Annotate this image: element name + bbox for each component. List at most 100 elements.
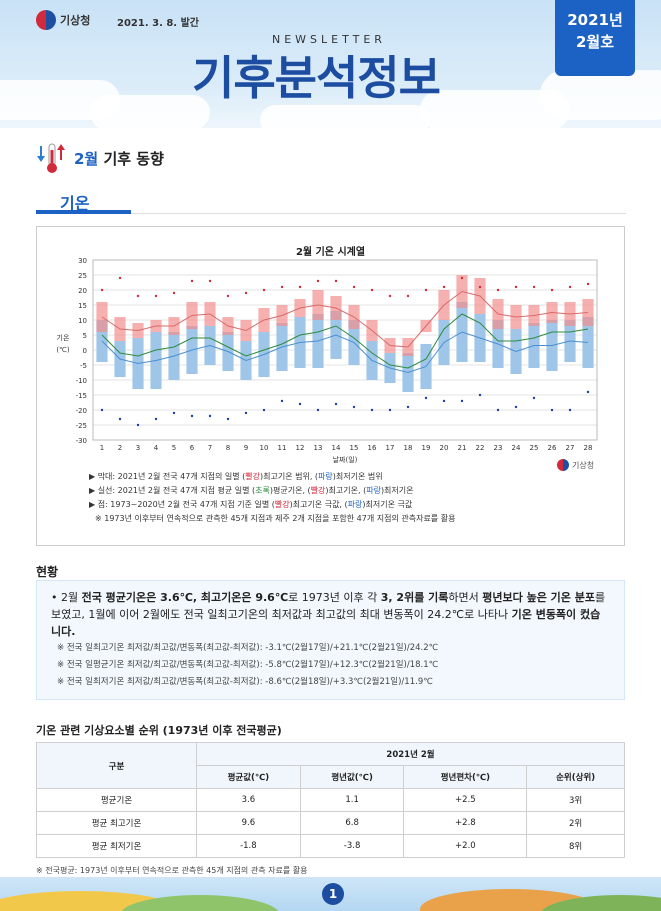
x-tick-label: 23 bbox=[494, 444, 503, 452]
max-extreme-dot bbox=[478, 285, 482, 289]
x-tick-label: 1 bbox=[100, 444, 104, 452]
max-extreme-dot bbox=[550, 288, 554, 292]
x-tick-label: 4 bbox=[154, 444, 159, 452]
chart-legend: ▶ 막대: 2021년 2월 전국 47개 지점의 일별 (빨강)최고기온 범위… bbox=[89, 470, 455, 526]
legend-line-note: ※ 1973년 이후부터 연속적으로 관측한 45개 지점과 제주 2개 지점을… bbox=[95, 514, 456, 523]
min-temp-line bbox=[101, 331, 589, 374]
min-extreme-dot bbox=[370, 408, 374, 412]
min-extreme-dot bbox=[388, 408, 392, 412]
min-extreme-dot bbox=[532, 396, 536, 400]
section-title: 2월 기후 동향 bbox=[74, 148, 164, 169]
max-extreme-dot bbox=[226, 294, 230, 298]
min-extreme-dot bbox=[406, 405, 410, 409]
table-footnote: ※ 전국평균: 1973년 이후부터 연속적으로 관측한 45개 지점의 관측 … bbox=[36, 866, 308, 875]
newsletter-title: 기후분석정보 bbox=[192, 51, 441, 105]
col-header: 순위(상위) bbox=[526, 765, 625, 789]
x-tick-label: 24 bbox=[512, 444, 521, 452]
x-tick-label: 16 bbox=[368, 444, 377, 452]
min-extreme-dot bbox=[334, 402, 338, 406]
min-extreme-dot bbox=[136, 423, 140, 427]
min-extreme-dot bbox=[298, 402, 302, 406]
max-extreme-dot bbox=[568, 285, 572, 289]
min-extreme-dot bbox=[100, 408, 104, 412]
hill-decoration bbox=[120, 895, 280, 911]
x-tick-label: 25 bbox=[530, 444, 539, 452]
max-extreme-dot bbox=[388, 294, 392, 298]
status-paragraph: • 2월 전국 평균기온은 3.6℃, 최고기온은 9.6℃로 1973년 이후… bbox=[51, 591, 606, 638]
x-tick-label: 14 bbox=[332, 444, 341, 452]
x-tick-label: 10 bbox=[260, 444, 269, 452]
x-tick-label: 18 bbox=[404, 444, 413, 452]
min-extreme-dot bbox=[568, 408, 572, 412]
max-extreme-dot bbox=[262, 288, 266, 292]
y-tick-label: 10 bbox=[78, 317, 87, 325]
min-extreme-dot bbox=[190, 414, 194, 418]
x-tick-label: 17 bbox=[386, 444, 395, 452]
col-period-header: 2021년 2월 bbox=[196, 742, 625, 766]
page-footer: 1 bbox=[0, 877, 661, 911]
issue-badge: 2021년 2월호 bbox=[555, 0, 635, 76]
min-extreme-dot bbox=[514, 405, 518, 409]
min-extreme-dot bbox=[280, 399, 284, 403]
hill-decoration bbox=[540, 895, 661, 911]
max-extreme-dot bbox=[190, 279, 194, 283]
y-tick-label: 20 bbox=[78, 287, 87, 295]
kma-emblem-icon bbox=[36, 10, 56, 30]
min-extreme-dot bbox=[244, 411, 248, 415]
max-temp-line bbox=[101, 290, 589, 348]
min-extreme-dot bbox=[154, 417, 158, 421]
min-extreme-dot bbox=[262, 408, 266, 412]
min-extreme-dot bbox=[208, 414, 212, 418]
temperature-chart: 2월 기온 시계열 30 25 20 15 10 5 0 -5 -10 -15 -20 -25 -30 기… bbox=[36, 226, 625, 546]
col-group-header: 구분 bbox=[36, 742, 197, 789]
page-number: 1 bbox=[322, 883, 344, 905]
x-tick-label: 21 bbox=[458, 444, 467, 452]
max-extreme-dot bbox=[496, 288, 500, 292]
max-extreme-dot bbox=[424, 288, 428, 292]
section-title-text: 기후 동향 bbox=[98, 149, 164, 168]
max-extreme-dot bbox=[406, 294, 410, 298]
cloud-decoration bbox=[540, 70, 661, 120]
x-tick-label: 12 bbox=[296, 444, 305, 452]
col-header: 평년편차(℃) bbox=[403, 765, 528, 789]
x-tick-label: 13 bbox=[314, 444, 323, 452]
x-tick-label: 5 bbox=[172, 444, 176, 452]
max-extreme-dot bbox=[532, 285, 536, 289]
status-note: ※ 전국 일평균기온 최저값/최고값/변동폭(최고값-최저값): -5.8℃(2… bbox=[57, 660, 439, 670]
x-tick-label: 20 bbox=[440, 444, 449, 452]
issue-month: 2월호 bbox=[575, 33, 615, 51]
divider bbox=[36, 213, 626, 214]
issue-year: 2021년 bbox=[567, 11, 623, 29]
plot-frame bbox=[92, 259, 598, 441]
max-extreme-dot bbox=[154, 294, 158, 298]
y-tick-label: -25 bbox=[76, 422, 87, 430]
cloud-decoration bbox=[90, 95, 210, 128]
max-extreme-dot bbox=[298, 285, 302, 289]
x-tick-label: 7 bbox=[208, 444, 212, 452]
legend-line-bars: ▶ 막대: 2021년 2월 전국 47개 지점의 일별 (빨강)최고기온 범위… bbox=[89, 472, 383, 481]
x-tick-label: 27 bbox=[566, 444, 575, 452]
x-tick-label: 9 bbox=[244, 444, 248, 452]
x-tick-label: 11 bbox=[278, 444, 287, 452]
min-extreme-dot bbox=[460, 399, 464, 403]
min-extreme-dot bbox=[352, 405, 356, 409]
x-tick-label: 19 bbox=[422, 444, 431, 452]
y-tick-label: 30 bbox=[78, 257, 87, 265]
max-extreme-dot bbox=[514, 285, 518, 289]
table-row: 평균 최저기온 -1.8 -3.8 +2.0 8위 bbox=[36, 834, 625, 858]
x-tick-label: 28 bbox=[584, 444, 593, 452]
min-extreme-dot bbox=[226, 417, 230, 421]
rank-table: 구분 2021년 2월 평균값(℃) 평년값(℃) 평년편차(℃) 순위(상위)… bbox=[36, 742, 625, 858]
y-tick-label: 0 bbox=[83, 347, 87, 355]
col-header: 평년값(℃) bbox=[299, 765, 405, 789]
y-tick-label: 25 bbox=[78, 272, 87, 280]
y-tick-label: -5 bbox=[80, 362, 87, 370]
x-tick-label: 15 bbox=[350, 444, 359, 452]
min-extreme-dot bbox=[424, 396, 428, 400]
max-extreme-dot bbox=[100, 288, 104, 292]
y-axis-unit: (℃) bbox=[56, 346, 70, 354]
min-extreme-dot bbox=[442, 399, 446, 403]
status-note: ※ 전국 일최고기온 최저값/최고값/변동폭(최고값-최저값): -3.1℃(2… bbox=[57, 643, 439, 653]
min-extreme-dot bbox=[586, 390, 590, 394]
